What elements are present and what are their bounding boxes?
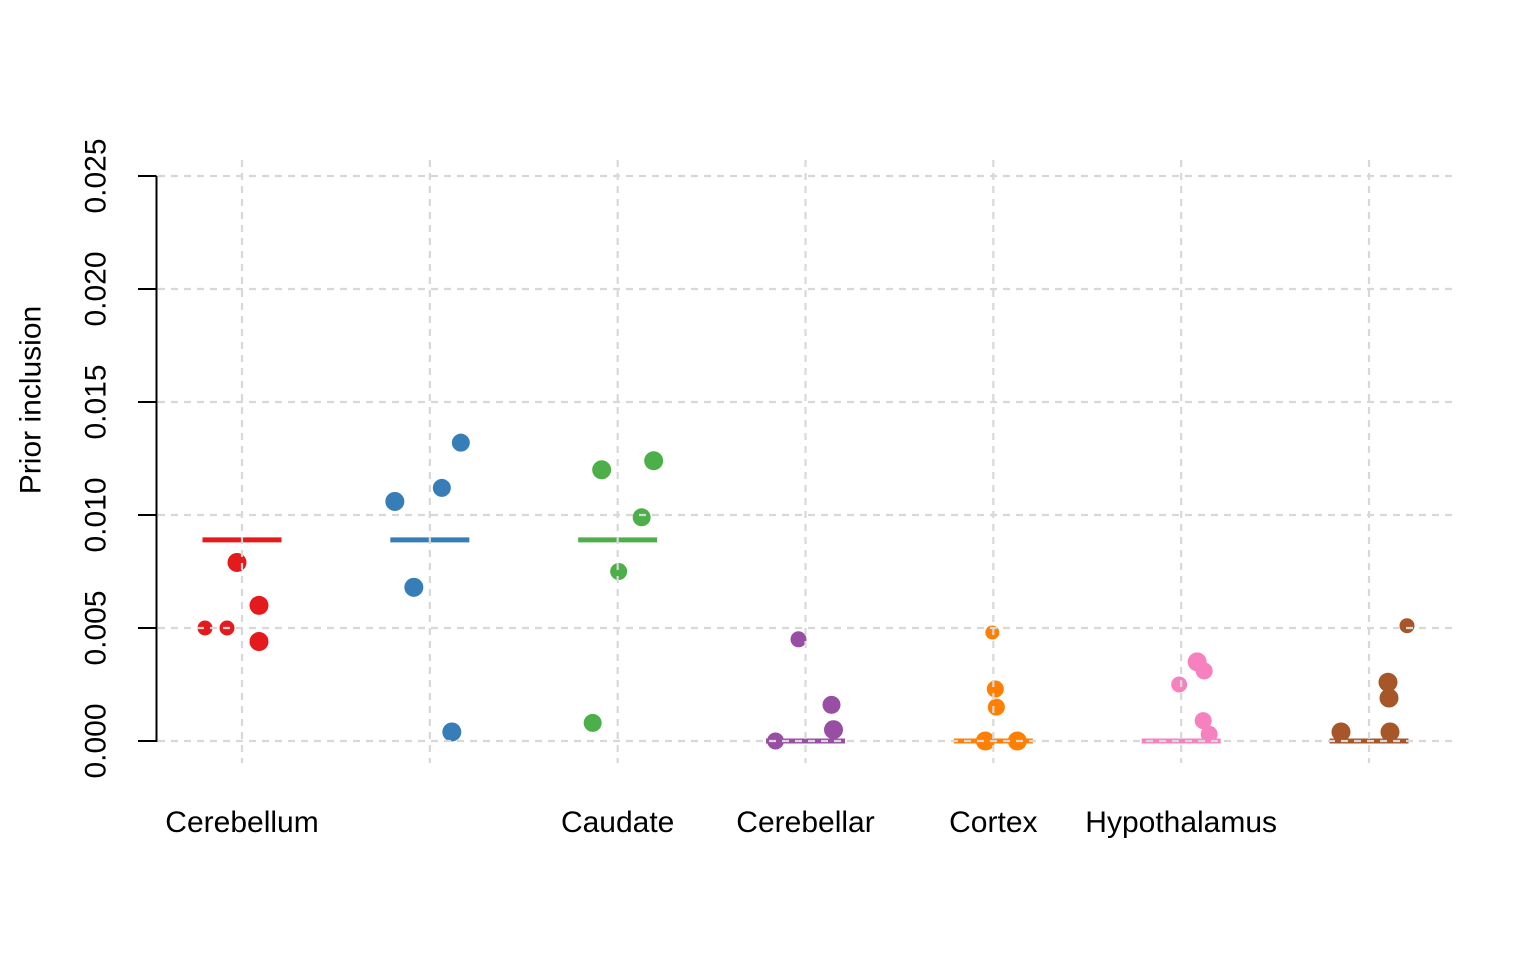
data-point: [197, 620, 213, 636]
y-axis-title: Prior inclusion: [15, 306, 48, 494]
data-point: [1171, 676, 1188, 693]
data-point: [592, 460, 612, 480]
data-point: [583, 713, 602, 732]
data-point: [822, 695, 841, 714]
y-tick-label: 0.000: [80, 703, 113, 778]
data-point: [1399, 618, 1415, 634]
data-point: [249, 632, 269, 652]
data-point: [987, 698, 1005, 716]
y-tick-label: 0.025: [80, 138, 113, 213]
data-point: [227, 552, 247, 572]
x-group-label: Caudate: [561, 806, 674, 839]
data-point: [432, 478, 451, 497]
data-point: [1379, 688, 1399, 708]
data-point: [404, 577, 424, 597]
data-point: [442, 722, 462, 742]
data-point: [1194, 712, 1212, 730]
data-point: [644, 451, 664, 471]
data-point: [1378, 672, 1398, 692]
data-point: [249, 595, 269, 615]
data-point: [975, 731, 995, 751]
data-point: [986, 680, 1004, 698]
x-group-label: Cerebellar: [736, 806, 874, 839]
x-group-label: Cerebellum: [165, 806, 318, 839]
data-point: [385, 491, 405, 511]
data-point: [1331, 722, 1351, 742]
x-group-label: Hypothalamus: [1085, 806, 1277, 839]
y-tick-label: 0.020: [80, 251, 113, 326]
y-tick-label: 0.005: [80, 590, 113, 665]
x-group-label: Cortex: [949, 806, 1037, 839]
data-point: [1200, 725, 1218, 743]
data-point: [1380, 722, 1400, 742]
data-point: [790, 631, 807, 648]
data-point: [610, 563, 628, 580]
y-tick-label: 0.015: [80, 364, 113, 439]
y-tick-label: 0.010: [80, 477, 113, 552]
data-point: [632, 508, 651, 527]
data-point: [824, 720, 843, 740]
data-point: [451, 433, 470, 452]
data-point: [1195, 662, 1213, 680]
